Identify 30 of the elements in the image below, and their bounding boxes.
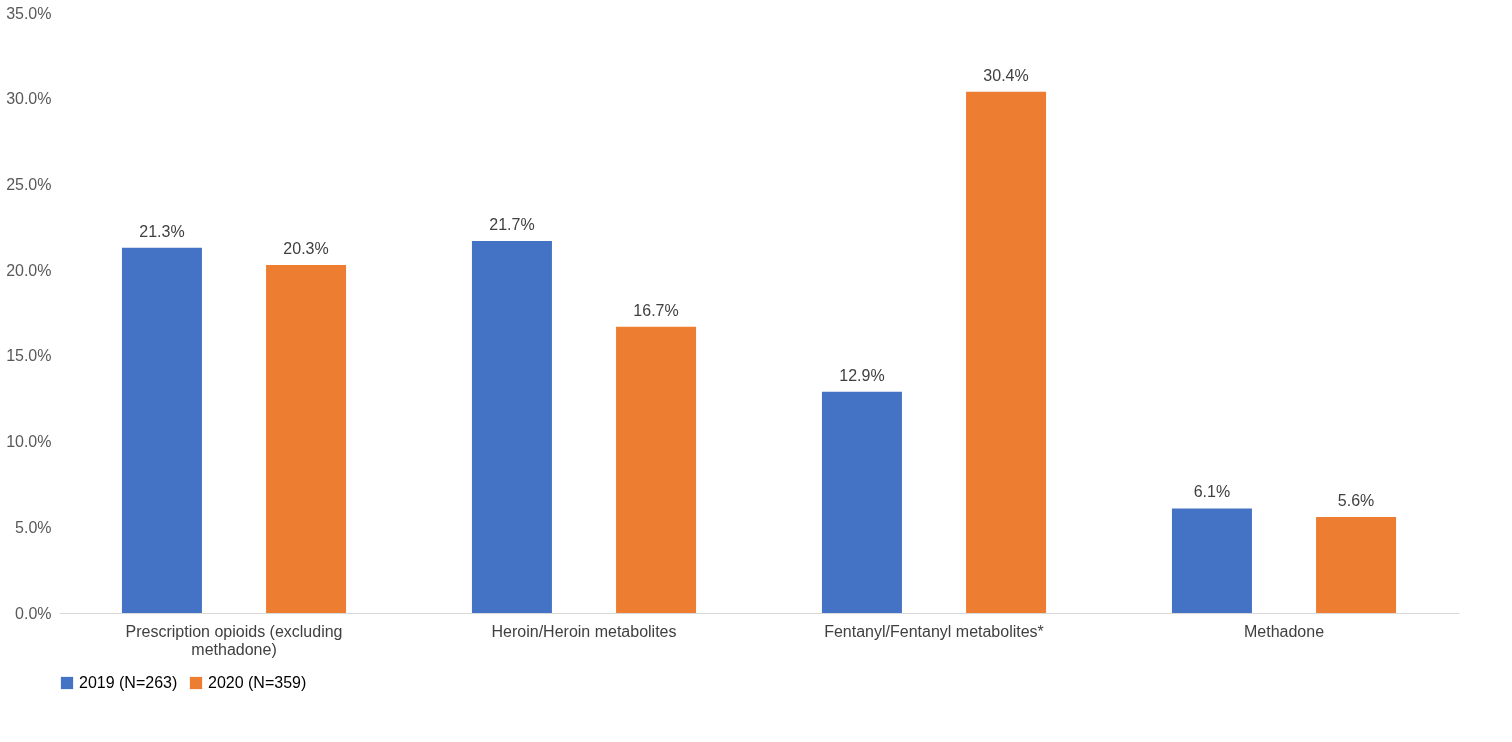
- bar: [1316, 517, 1397, 613]
- legend-label: 2019 (N=263): [79, 674, 178, 691]
- data-label: 5.6%: [1337, 492, 1375, 509]
- data-label: 6.1%: [1193, 483, 1231, 501]
- data-label: 12.9%: [839, 366, 885, 384]
- x-tick-label: Heroin/Heroin metabolites: [491, 622, 677, 640]
- bar: [121, 247, 202, 613]
- y-tick-label: 10.0%: [6, 433, 52, 451]
- data-label: 20.3%: [283, 240, 329, 257]
- data-label: 30.4%: [983, 66, 1029, 84]
- x-tick-label: Fentanyl/Fentanyl metabolites*: [824, 622, 1044, 640]
- data-label: 21.3%: [139, 222, 185, 240]
- y-tick-label: 5.0%: [15, 518, 52, 536]
- y-tick-label: 15.0%: [6, 347, 52, 365]
- bar: [616, 326, 697, 613]
- bar: [266, 265, 347, 613]
- legend-label: 2020 (N=359): [208, 674, 307, 691]
- bar: [821, 391, 902, 613]
- data-label: 16.7%: [633, 301, 679, 319]
- x-tick-label: Prescription opioids (excluding methadone): [125, 622, 343, 658]
- y-tick-label: 20.0%: [6, 261, 52, 279]
- data-label: 21.7%: [489, 216, 535, 233]
- y-tick-label: 30.0%: [6, 90, 52, 108]
- bar: [966, 91, 1047, 613]
- x-tick-label: Methadone: [1243, 622, 1325, 640]
- y-tick-label: 0.0%: [15, 604, 52, 622]
- y-tick-label: 25.0%: [6, 175, 52, 193]
- bar: [471, 241, 552, 613]
- bar: [1171, 508, 1252, 613]
- y-tick-label: 35.0%: [6, 4, 52, 22]
